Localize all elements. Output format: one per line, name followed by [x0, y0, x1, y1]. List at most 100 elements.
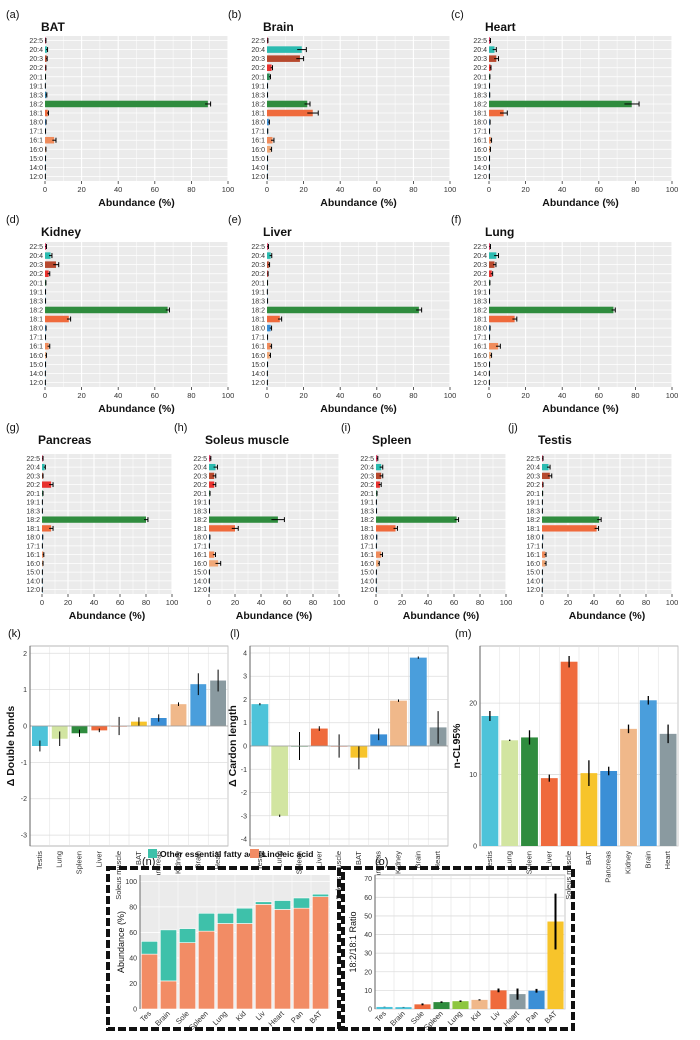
- x-tick-label: 0: [43, 391, 47, 400]
- y-tick-label: 20:2: [26, 482, 40, 489]
- x-tick-label: 100: [666, 391, 679, 400]
- x-tick-label: 40: [114, 185, 122, 194]
- x-tick-label: 100: [444, 391, 457, 400]
- bar-16:1: [42, 551, 44, 558]
- panel-label: (f): [451, 214, 461, 226]
- panel-title: Testis: [538, 433, 572, 447]
- y-tick-label: 15:0: [251, 156, 265, 163]
- y-tick-label: 16:0: [251, 353, 265, 360]
- y-tick-label: 16:1: [29, 344, 43, 351]
- panel-label: (m): [455, 628, 472, 640]
- panel-label: (d): [6, 214, 19, 226]
- x-axis-label: Abundance (%): [569, 610, 645, 622]
- y-tick-label: 14:0: [473, 165, 487, 172]
- y-tick-label: 16:1: [251, 138, 265, 145]
- x-tick-label: 60: [116, 598, 124, 607]
- bar-16:1: [376, 551, 382, 558]
- y-tick-label: 22:5: [526, 456, 540, 463]
- bar-segment: [255, 901, 272, 905]
- y-tick-label: 20:4: [193, 465, 207, 472]
- y-tick-label: 40: [129, 955, 137, 962]
- y-tick-label: 17:1: [473, 335, 487, 342]
- y-tick-label: 17:1: [26, 543, 40, 550]
- x-tick-label: 60: [595, 391, 603, 400]
- bar-16:1: [209, 551, 215, 558]
- panel-title: Heart: [485, 20, 516, 34]
- x-tick-label: 20: [231, 598, 239, 607]
- y-tick-label: 20:3: [29, 56, 43, 63]
- bar-segment: [312, 896, 329, 1010]
- bar: [150, 718, 167, 726]
- bar-16:1: [489, 136, 491, 144]
- y-tick-label: 0: [133, 1007, 137, 1014]
- y-tick-label: 19:1: [251, 83, 265, 90]
- bar: [600, 771, 618, 846]
- panel-title: Brain: [263, 20, 294, 34]
- y-tick-label: 22:5: [251, 244, 265, 251]
- y-tick-label: 10: [364, 988, 372, 995]
- y-tick-label: 18:1: [251, 111, 265, 118]
- y-axis-label: 18:2/18:1 Ratio: [348, 911, 358, 972]
- y-tick-label: 18:1: [193, 526, 207, 533]
- bar: [271, 746, 289, 816]
- y-axis-label: Δ Double bonds: [5, 706, 17, 787]
- bar-18:1: [45, 315, 69, 323]
- y-tick-label: 12:0: [473, 174, 487, 181]
- bar-16:1: [45, 136, 55, 144]
- bar: [395, 1007, 412, 1009]
- y-tick-label: 19:1: [473, 83, 487, 90]
- x-tick-label: Kid: [469, 1009, 483, 1023]
- panel-title: Soleus muscle: [205, 433, 289, 447]
- x-tick-label: Liv: [489, 1009, 502, 1022]
- y-tick-label: 15:0: [473, 156, 487, 163]
- x-axis-label: Abundance (%): [403, 610, 479, 622]
- bar-20:3: [45, 55, 47, 62]
- x-tick-label: 20: [398, 598, 406, 607]
- x-tick-label: 80: [631, 391, 639, 400]
- bar-20:2: [489, 64, 491, 71]
- y-tick-label: 18:3: [251, 298, 265, 305]
- x-tick-label: 0: [540, 598, 544, 607]
- bar: [414, 1004, 431, 1009]
- panel-label: (h): [174, 422, 187, 434]
- panel-label: (n): [142, 856, 155, 868]
- x-tick-label: 100: [500, 598, 513, 607]
- y-tick-label: 20:2: [29, 65, 43, 72]
- x-tick-label: Liver: [314, 851, 323, 868]
- x-tick-label: BAT: [543, 1009, 560, 1026]
- y-tick-label: -2: [241, 790, 247, 797]
- x-axis-label: Abundance (%): [236, 610, 312, 622]
- bar: [540, 778, 558, 846]
- x-tick-label: 100: [333, 598, 346, 607]
- x-tick-label: 20: [64, 598, 72, 607]
- bar-18:1: [45, 109, 48, 117]
- x-tick-label: 20: [77, 185, 85, 194]
- x-tick-label: Heart: [267, 1008, 287, 1028]
- y-tick-label: 14:0: [29, 165, 43, 172]
- y-tick-label: 18:2: [251, 101, 265, 108]
- bar-18:1: [489, 315, 515, 323]
- bar-segment: [217, 912, 234, 924]
- y-tick-label: 18:2: [473, 101, 487, 108]
- y-tick-label: 18:2: [526, 517, 540, 524]
- x-tick-label: Heart: [433, 850, 442, 869]
- bar-20:4: [42, 463, 45, 471]
- x-axis-label: Abundance (%): [320, 197, 396, 209]
- y-tick-label: 16:0: [526, 561, 540, 568]
- y-tick-label: 1: [23, 687, 27, 694]
- x-tick-label: Heart: [663, 850, 672, 869]
- y-tick-label: 16:0: [29, 353, 43, 360]
- legend-label: Other essential fatty acids: [160, 849, 266, 859]
- y-tick-label: 19:1: [193, 500, 207, 507]
- x-tick-label: 100: [444, 185, 457, 194]
- bar: [170, 704, 187, 726]
- y-tick-label: 0: [23, 724, 27, 731]
- x-tick-label: Pancreas: [604, 851, 613, 883]
- y-tick-label: 15:0: [29, 362, 43, 369]
- bar-segment: [198, 930, 215, 1010]
- bar-18:0: [209, 533, 210, 541]
- y-tick-label: 19:1: [360, 500, 374, 507]
- x-tick-label: 100: [222, 391, 235, 400]
- bar: [481, 716, 499, 846]
- bar: [190, 684, 207, 726]
